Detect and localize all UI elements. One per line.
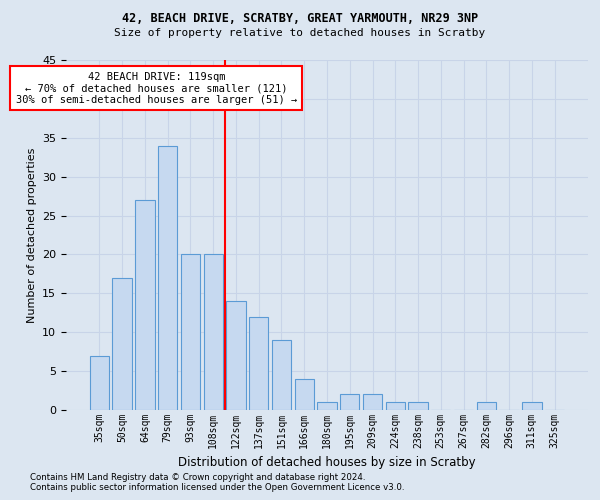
- Bar: [522, 402, 542, 410]
- Bar: [317, 402, 337, 410]
- Text: 42 BEACH DRIVE: 119sqm
← 70% of detached houses are smaller (121)
30% of semi-de: 42 BEACH DRIVE: 119sqm ← 70% of detached…: [16, 72, 297, 105]
- Bar: [386, 402, 405, 410]
- Bar: [249, 316, 268, 410]
- Bar: [409, 402, 428, 410]
- Text: 42, BEACH DRIVE, SCRATBY, GREAT YARMOUTH, NR29 3NP: 42, BEACH DRIVE, SCRATBY, GREAT YARMOUTH…: [122, 12, 478, 26]
- Bar: [226, 301, 245, 410]
- X-axis label: Distribution of detached houses by size in Scratby: Distribution of detached houses by size …: [178, 456, 476, 469]
- Text: Size of property relative to detached houses in Scratby: Size of property relative to detached ho…: [115, 28, 485, 38]
- Bar: [476, 402, 496, 410]
- Bar: [340, 394, 359, 410]
- Bar: [363, 394, 382, 410]
- Bar: [135, 200, 155, 410]
- Bar: [272, 340, 291, 410]
- Text: Contains public sector information licensed under the Open Government Licence v3: Contains public sector information licen…: [30, 484, 404, 492]
- Text: Contains HM Land Registry data © Crown copyright and database right 2024.: Contains HM Land Registry data © Crown c…: [30, 474, 365, 482]
- Bar: [90, 356, 109, 410]
- Bar: [295, 379, 314, 410]
- Bar: [112, 278, 132, 410]
- Bar: [181, 254, 200, 410]
- Bar: [158, 146, 178, 410]
- Bar: [203, 254, 223, 410]
- Y-axis label: Number of detached properties: Number of detached properties: [26, 148, 37, 322]
